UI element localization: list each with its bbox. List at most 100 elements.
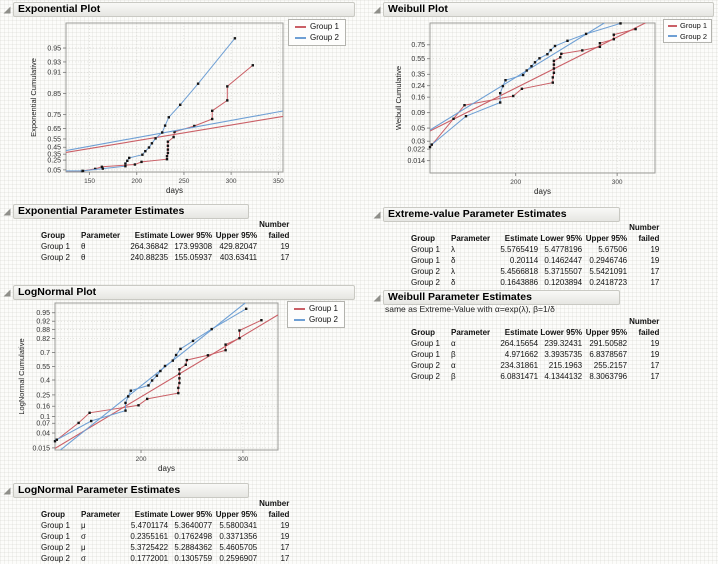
svg-text:250: 250 (179, 178, 190, 185)
table-row: Group 1 λ 5.5765419 5.4778196 5.67506 19 (411, 245, 660, 254)
svg-text:0.16: 0.16 (411, 95, 425, 102)
legend-exponential: Group 1 Group 2 (288, 19, 346, 46)
legend-item-group2[interactable]: Group 2 (295, 34, 339, 42)
group2-line-swatch (295, 37, 306, 39)
svg-text:0.16: 0.16 (36, 404, 50, 411)
svg-text:350: 350 (273, 178, 284, 185)
disclosure-triangle-icon[interactable] (372, 293, 382, 303)
svg-text:0.7: 0.7 (40, 350, 50, 357)
disclosure-triangle-icon[interactable] (2, 288, 12, 298)
svg-text:200: 200 (136, 456, 147, 463)
panel-header-exponential-plot[interactable]: Exponential Plot (2, 2, 355, 17)
table-header-row: Number (259, 499, 290, 508)
disclosure-triangle-icon[interactable] (2, 486, 12, 496)
svg-text:0.03: 0.03 (411, 139, 425, 146)
table-row: Group 2 λ 5.4566818 5.3715507 5.5421091 17 (411, 267, 660, 276)
svg-text:0.95: 0.95 (47, 45, 61, 52)
group1-line-swatch (668, 24, 677, 27)
table-row: Group 2 θ 240.88235 155.05937 403.63411 17 (41, 253, 290, 262)
disclosure-triangle-icon[interactable] (2, 207, 12, 217)
panel-header-weibull-estimates[interactable]: Weibull Parameter Estimates (372, 290, 620, 305)
svg-text:0.55: 0.55 (36, 364, 50, 371)
svg-text:0.25: 0.25 (36, 392, 50, 399)
svg-text:200: 200 (510, 179, 521, 186)
table-header-row: Number (259, 220, 290, 229)
svg-text:0.1: 0.1 (40, 414, 50, 421)
svg-text:Exponential Cumulative: Exponential Cumulative (29, 58, 38, 137)
svg-text:days: days (534, 187, 551, 196)
svg-text:LogNormal Cumulative: LogNormal Cumulative (17, 338, 26, 414)
svg-text:0.015: 0.015 (32, 445, 50, 452)
table-header-row: Group Parameter Estimate Lower 95% Upper 95%… (41, 510, 290, 519)
svg-text:0.014: 0.014 (407, 158, 425, 165)
svg-text:150: 150 (84, 178, 95, 185)
table-row: Group 1 θ 264.36842 173.99308 429.82047 19 (41, 242, 290, 251)
table-row: Group 1 β 4.971662 3.3935735 6.8378567 19 (411, 350, 660, 359)
panel-title: LogNormal Plot (18, 286, 97, 299)
panel-header-extreme-value-estimates[interactable]: Extreme-value Parameter Estimates (372, 207, 620, 222)
svg-text:days: days (166, 186, 183, 195)
group1-line-swatch (295, 26, 306, 28)
svg-text:0.91: 0.91 (47, 70, 61, 77)
weibull-estimates-table: Number Group Parameter Estimate Lower 95% Upp… (410, 316, 660, 382)
svg-text:0.45: 0.45 (47, 145, 61, 152)
table-row: Group 2 α 234.31861 215.1963 255.2157 17 (411, 361, 660, 370)
svg-text:0.25: 0.25 (47, 157, 61, 164)
svg-text:days: days (158, 464, 175, 473)
svg-text:0.04: 0.04 (36, 430, 50, 437)
disclosure-triangle-icon[interactable] (372, 5, 382, 15)
group2-line-swatch (294, 319, 305, 321)
svg-text:0.75: 0.75 (411, 42, 425, 49)
group2-line-swatch (668, 35, 677, 38)
panel-title: Weibull Parameter Estimates (388, 291, 532, 304)
table-row: Group 2 σ 0.1772001 0.1305759 0.2596907 17 (41, 554, 290, 563)
svg-text:0.85: 0.85 (47, 91, 61, 98)
table-header-row: Group Parameter Estimate Lower 95% Upper 95%… (41, 231, 290, 240)
table-row: Group 1 μ 5.4701174 5.3640077 5.5800341 19 (41, 521, 290, 530)
disclosure-triangle-icon[interactable] (2, 5, 12, 15)
lognormal-estimates-table: Number Group Parameter Estimate Lower 95% Upp… (40, 498, 290, 564)
svg-text:0.92: 0.92 (36, 319, 50, 326)
svg-text:Weibull Cumulative: Weibull Cumulative (394, 66, 403, 130)
table-row: Group 1 α 264.15654 239.32431 291.50582 19 (411, 339, 660, 348)
panel-title: Exponential Plot (18, 3, 101, 16)
svg-text:0.05: 0.05 (47, 167, 61, 174)
panel-header-lognormal-plot[interactable]: LogNormal Plot (2, 285, 355, 300)
svg-text:0.09: 0.09 (411, 110, 425, 117)
svg-text:0.35: 0.35 (411, 72, 425, 79)
table-row: Group 1 σ 0.2355161 0.1762498 0.3371356 19 (41, 532, 290, 541)
panel-header-exponential-estimates[interactable]: Exponential Parameter Estimates (2, 204, 249, 219)
svg-text:0.05: 0.05 (411, 125, 425, 132)
svg-text:200: 200 (131, 178, 142, 185)
legend-item-group1[interactable]: Group 1 (295, 23, 339, 31)
panel-title: LogNormal Parameter Estimates (18, 484, 181, 497)
panel-title: Weibull Plot (388, 3, 448, 16)
table-header-row: Number (629, 317, 660, 326)
group1-line-swatch (294, 308, 305, 310)
legend-item-group2[interactable]: Group 2 (294, 316, 338, 324)
table-row: Group 2 β 6.0831471 4.1344132 8.3063796 17 (411, 372, 660, 381)
svg-text:300: 300 (612, 179, 623, 186)
legend-item-group1[interactable]: Group 1 (294, 305, 338, 313)
legend-weibull: Group 1 Group 2 (663, 19, 713, 43)
table-header-row: Group Parameter Estimate Lower 95% Upper 95%… (411, 328, 660, 337)
table-row: Group 2 δ 0.1643886 0.1203894 0.2418723 17 (411, 278, 660, 287)
exponential-plot-canvas[interactable]: 0.05 0.250.350.45 0.55 0.65 0.75 0.85 0.91 0.93… (2, 17, 357, 202)
svg-text:0.75: 0.75 (47, 112, 61, 119)
table-header-row: Number (629, 223, 660, 232)
panel-title: Extreme-value Parameter Estimates (388, 208, 567, 221)
svg-text:300: 300 (237, 456, 248, 463)
svg-text:0.93: 0.93 (47, 59, 61, 66)
lognormal-plot-canvas[interactable]: 0.015 0.04 0.070.1 0.16 0.25 0.4 0.55 0.7 0.82 0.… (2, 299, 357, 481)
legend-item-group2[interactable]: Group 2 (668, 32, 707, 41)
panel-header-weibull-plot[interactable]: Weibull Plot (372, 2, 714, 17)
legend-item-group1[interactable]: Group 1 (668, 22, 707, 30)
panel-header-lognormal-estimates[interactable]: LogNormal Parameter Estimates (2, 483, 249, 498)
table-row: Group 1 δ 0.20114 0.1462447 0.2946746 19 (411, 256, 660, 265)
svg-text:300: 300 (226, 178, 237, 185)
disclosure-triangle-icon[interactable] (372, 210, 382, 220)
svg-text:0.55: 0.55 (411, 56, 425, 63)
weibull-note: same as Extreme-Value with α=exp(λ), β=1… (385, 304, 555, 314)
